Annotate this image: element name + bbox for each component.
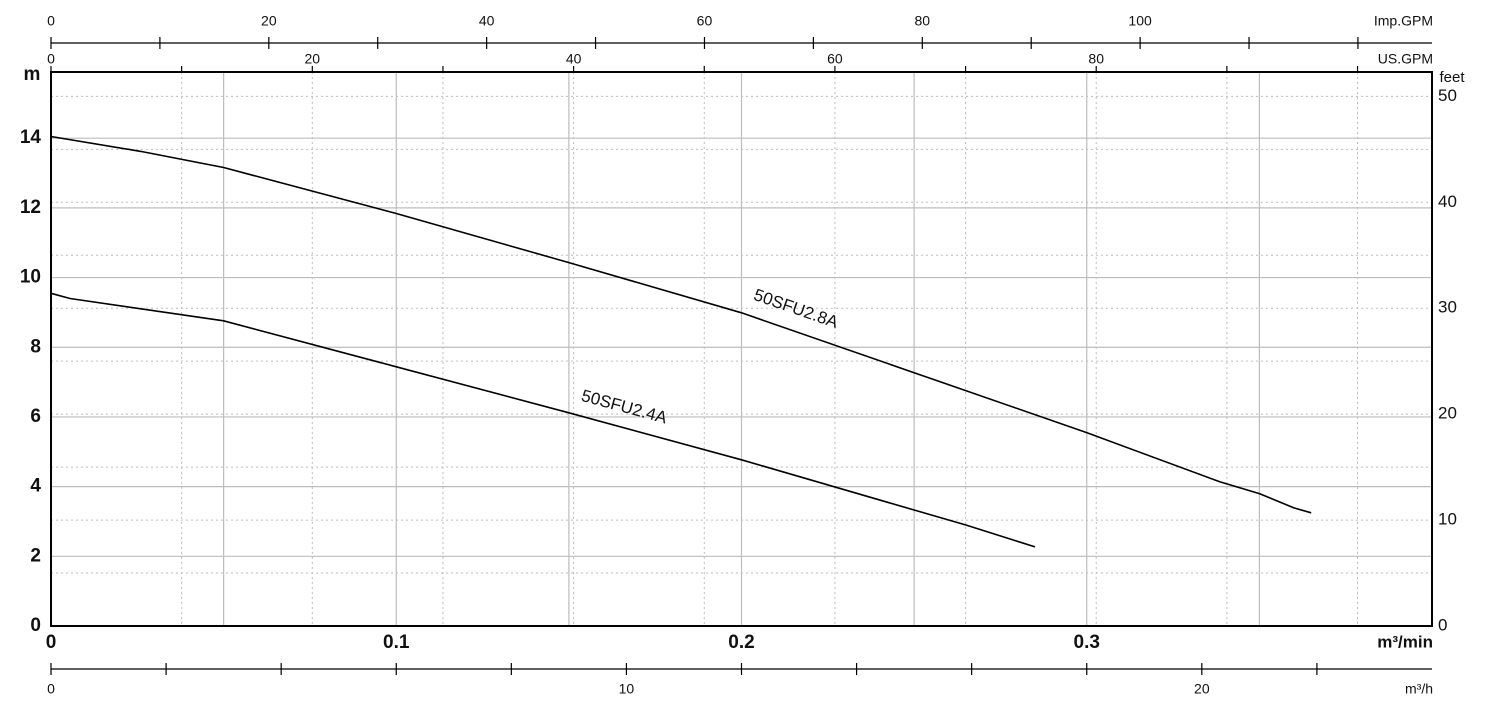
tick-label: 20 <box>261 13 277 29</box>
x-tick-label: 0.3 <box>1074 632 1100 653</box>
y-tick-label: 6 <box>30 406 41 427</box>
tick-label: 80 <box>1088 51 1104 67</box>
y-axis-label: m <box>24 64 41 85</box>
tick-label: 10 <box>619 681 635 697</box>
axis-label: Imp.GPM <box>1374 13 1433 29</box>
x-tick-label: 0.2 <box>728 632 754 653</box>
tick-label: 100 <box>1128 13 1152 29</box>
curve <box>50 135 1312 514</box>
tick-label: 0 <box>47 13 55 29</box>
y2-tick-label: 20 <box>1438 404 1457 423</box>
curve <box>50 292 1036 548</box>
y-tick-label: 2 <box>30 545 41 566</box>
y-tick-label: 8 <box>30 336 41 357</box>
y-tick-label: 12 <box>20 197 41 218</box>
y2-axis-label: feet <box>1439 69 1465 86</box>
plot-frame <box>50 71 1433 627</box>
tick-label: 20 <box>305 51 321 67</box>
tick-label: 60 <box>697 13 713 29</box>
y-tick-label: 10 <box>20 267 41 288</box>
x-tick-label: 0.1 <box>383 632 410 653</box>
tick-label: 80 <box>915 13 931 29</box>
tick-label: 40 <box>566 51 582 67</box>
axis-label: US.GPM <box>1378 51 1433 67</box>
tick-label: 0 <box>47 681 55 697</box>
y-tick-label: 0 <box>30 615 41 636</box>
y-tick-label: 14 <box>20 127 42 148</box>
tick-label: 60 <box>827 51 843 67</box>
x-tick-label: 0 <box>46 632 57 653</box>
tick-label: 0 <box>47 51 55 67</box>
y2-tick-label: 10 <box>1438 510 1457 529</box>
x-axis-label: m³/min <box>1377 632 1433 651</box>
y-tick-label: 4 <box>30 476 41 497</box>
y2-tick-label: 50 <box>1438 86 1457 105</box>
y2-tick-label: 30 <box>1438 298 1457 317</box>
y2-tick-label: 40 <box>1438 192 1457 211</box>
tick-label: 40 <box>479 13 495 29</box>
axis-label: m³/h <box>1405 681 1433 697</box>
y2-tick-label: 0 <box>1438 615 1447 634</box>
tick-label: 20 <box>1194 681 1210 697</box>
